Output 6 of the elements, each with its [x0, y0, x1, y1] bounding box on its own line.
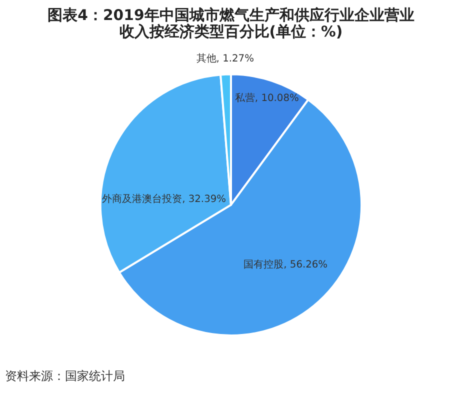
text: 资料来源：国家统计局: [4, 368, 125, 383]
slice-label: 国有控股, 56.26%: [244, 258, 328, 271]
slice-label: 私营, 10.08%: [234, 92, 299, 104]
chart-title: 图表4：2019年中国城市燃气生产和供应行业企业营业收入按经济类型百分比(单位：%): [48, 6, 414, 41]
slice-label: 其他, 1.27%: [196, 52, 254, 65]
slice-label: 外商及港澳台投资, 32.39%: [102, 192, 226, 205]
